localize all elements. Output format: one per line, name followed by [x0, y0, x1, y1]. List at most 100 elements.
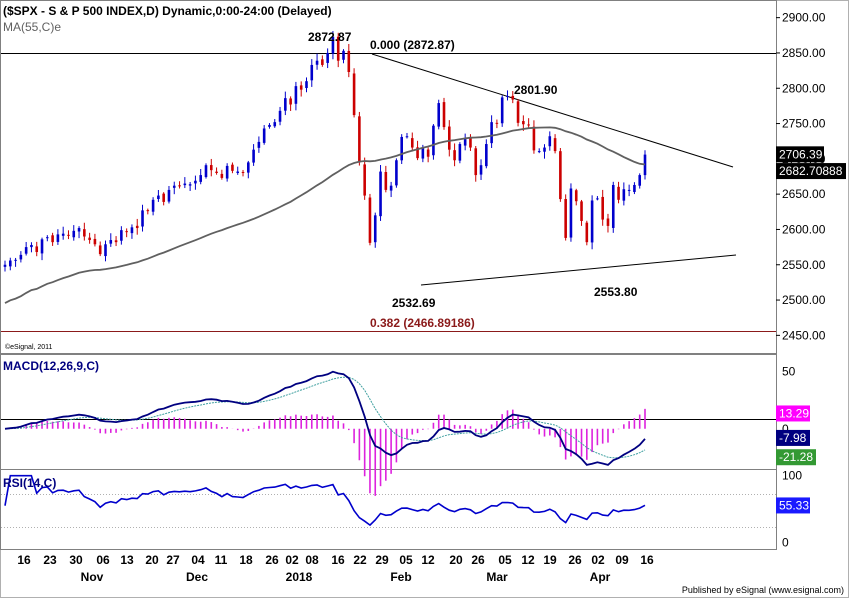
- ma55-line: [4, 126, 646, 304]
- candle-body: [633, 184, 636, 192]
- candle-body: [516, 101, 520, 123]
- candle-body: [141, 210, 144, 227]
- badge-hist-bg: [776, 405, 810, 422]
- candle-body: [204, 165, 208, 178]
- candle-body: [442, 102, 446, 128]
- candle-body: [252, 149, 255, 163]
- annotation-feb-low: 2532.69: [392, 296, 436, 310]
- candle-body: [194, 180, 197, 184]
- candle-body: [162, 193, 165, 202]
- badge-price-bg: [776, 146, 824, 163]
- candle-body: [72, 230, 76, 238]
- candle-body: [8, 260, 12, 267]
- badge-ma-bg: [776, 163, 846, 180]
- date-tick-label: 22: [353, 553, 367, 567]
- candle-body: [622, 189, 626, 201]
- date-tick-label: 26: [471, 553, 485, 567]
- candle-body: [596, 198, 599, 200]
- candle-body: [638, 175, 642, 186]
- candle-body: [19, 254, 23, 260]
- date-tick-label: 08: [305, 553, 319, 567]
- candle-body: [527, 124, 530, 126]
- candle-body: [590, 200, 594, 243]
- date-tick-label: 06: [96, 553, 110, 567]
- date-tick-label: 26: [568, 553, 582, 567]
- candle-body: [67, 234, 70, 236]
- badge-signal: -21.28: [776, 449, 816, 466]
- price-tick-label: 2650.00: [782, 187, 826, 201]
- candle-body: [114, 240, 118, 243]
- date-tick-label: 20: [145, 553, 159, 567]
- date-tick-label: 29: [375, 553, 389, 567]
- candle-body: [336, 36, 340, 61]
- candle-body: [262, 128, 266, 143]
- date-tick-label: 12: [421, 553, 435, 567]
- candle-body: [463, 139, 467, 146]
- candle-body: [151, 199, 155, 212]
- candle-body: [321, 59, 324, 65]
- candle-body: [474, 148, 478, 176]
- ma-legend: MA(55,C)e: [3, 20, 61, 34]
- candle-body: [601, 196, 604, 220]
- date-tick-label: 13: [120, 553, 134, 567]
- candle-body: [416, 147, 419, 159]
- candle-body: [368, 197, 372, 243]
- candle-body: [188, 184, 192, 186]
- candle-body: [479, 165, 483, 175]
- badge-hist-text: 13.29: [779, 406, 809, 420]
- candle-body: [305, 81, 308, 89]
- date-tick-label: 12: [521, 553, 535, 567]
- macd-line: [4, 370, 646, 466]
- annotation-fib-382: 0.382 (2466.89186): [370, 316, 475, 330]
- badge-macd-bg: [776, 429, 810, 446]
- candle-body: [278, 110, 282, 122]
- month-label: 2018: [286, 570, 313, 584]
- candle-body: [220, 173, 224, 178]
- candle-body: [3, 264, 7, 267]
- annotation-apr-low: 2553.80: [594, 285, 638, 299]
- candle-body: [363, 164, 366, 196]
- value-badges: 2706.39 2682.70888 13.29 -7.98 -21.28 55.33: [776, 146, 846, 514]
- candle-body: [347, 50, 351, 73]
- badge-price: 2706.39: [776, 146, 824, 163]
- candle-body: [135, 225, 139, 229]
- x-axis-labels: 16 23 30 06 13 20 27 04 11 18 26 02 08 16 22 29 05 12 20 26…: [17, 553, 654, 584]
- candle-body: [532, 126, 536, 151]
- candle-body: [453, 150, 456, 161]
- candle-body: [574, 190, 578, 202]
- candle-body: [167, 189, 171, 202]
- candle-body: [543, 147, 546, 152]
- candle-body: [61, 233, 65, 236]
- candle-body: [241, 171, 245, 173]
- date-tick-label: 09: [615, 553, 629, 567]
- date-tick-label: 05: [498, 553, 512, 567]
- candle-body: [120, 230, 123, 241]
- candle-body: [379, 171, 382, 217]
- candle-body: [485, 144, 488, 167]
- candle-body: [564, 198, 567, 238]
- date-tick-label: 05: [399, 553, 413, 567]
- candle-body: [77, 228, 81, 232]
- candle-body: [617, 186, 620, 200]
- candle-body: [51, 235, 54, 243]
- candle-body: [268, 124, 271, 127]
- date-tick-label: 18: [239, 553, 253, 567]
- candle-body: [326, 52, 329, 63]
- candle-body: [35, 246, 39, 253]
- chart-title: ($SPX - S & P 500 INDEX,D) Dynamic,0:00-…: [3, 4, 332, 18]
- candle-body: [104, 244, 107, 257]
- candle-body: [146, 210, 150, 212]
- candle-body: [236, 171, 240, 173]
- badge-rsi-bg: [776, 497, 810, 514]
- candle-body: [310, 64, 314, 81]
- candle-body: [157, 195, 160, 200]
- price-tick-label: 2850.00: [782, 46, 826, 60]
- date-tick-label: 19: [543, 553, 557, 567]
- candle-body: [559, 151, 562, 200]
- candle-body: [247, 162, 250, 173]
- candle-body: [469, 137, 472, 148]
- candle-body: [553, 138, 557, 152]
- badge-macd-text: -7.98: [779, 431, 807, 445]
